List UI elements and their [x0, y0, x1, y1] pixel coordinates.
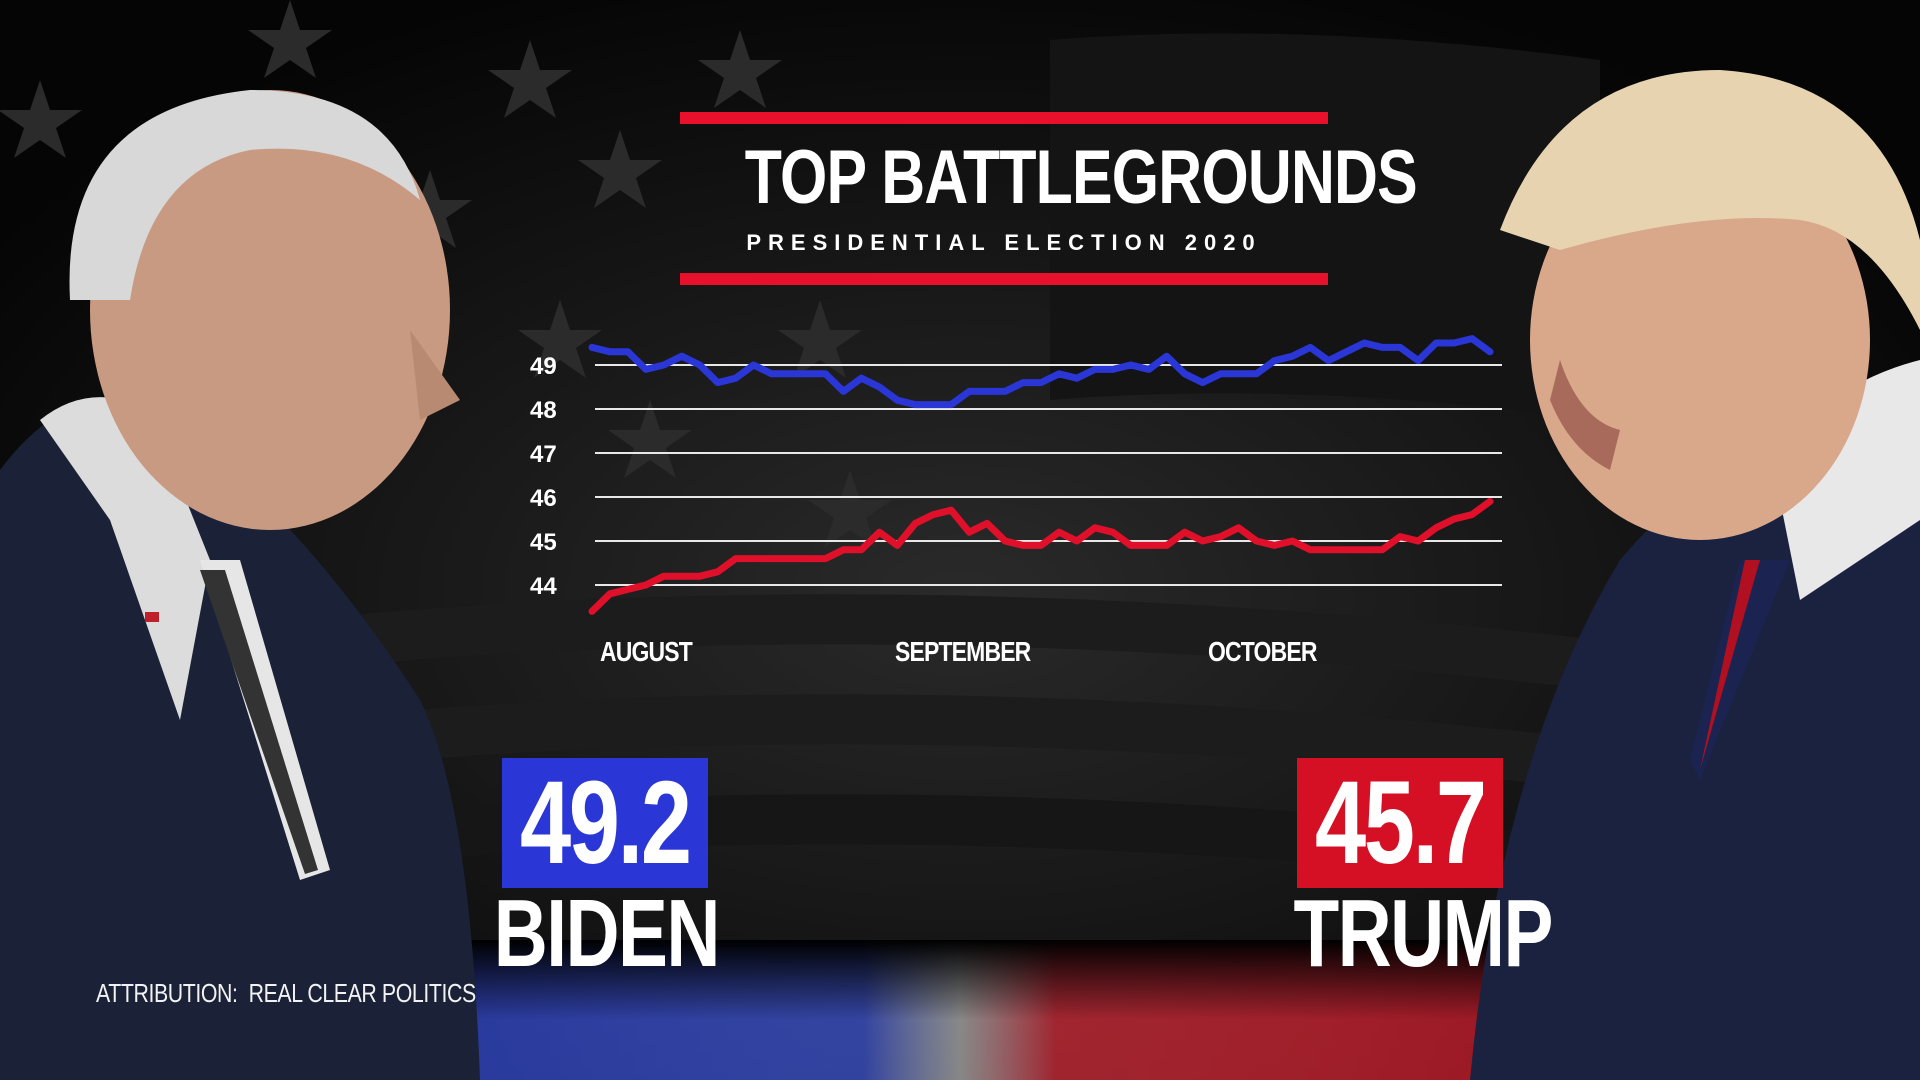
trump-score-box: 45.7 — [1297, 757, 1503, 889]
biden-name-label: BIDEN — [462, 884, 748, 984]
trump-name: TRUMP — [1293, 880, 1553, 987]
biden-score: 49.2 — [520, 757, 692, 889]
series-line-trump — [588, 497, 1494, 615]
x-tick-label: SEPTEMBER — [895, 637, 1031, 668]
biden-name: BIDEN — [493, 880, 721, 987]
attribution-label: ATTRIBUTION: — [96, 978, 238, 1008]
page-subtitle: PRESIDENTIAL ELECTION 2020 — [746, 230, 1262, 255]
trump-name-label: TRUMP — [1257, 884, 1553, 984]
page-title: TOP BATTLEGROUNDS — [744, 135, 1418, 220]
y-tick-label: 47 — [530, 441, 557, 468]
y-tick-label: 44 — [530, 573, 557, 600]
y-tick-label: 49 — [530, 353, 557, 380]
poll-line-chart: 49 48 47 46 45 44 AUGUST SEPTEMBER OCTOBER — [530, 335, 1502, 668]
x-tick-label: AUGUST — [600, 637, 693, 668]
attribution: ATTRIBUTION: REAL CLEAR POLITICS — [96, 978, 476, 1009]
title-top-rule — [680, 112, 1328, 124]
biden-figure — [0, 90, 480, 1080]
attribution-source: REAL CLEAR POLITICS — [248, 978, 477, 1008]
y-tick-label: 45 — [530, 529, 557, 556]
y-tick-label: 48 — [530, 397, 557, 424]
title-bottom-rule — [680, 273, 1328, 285]
trump-score: 45.7 — [1315, 757, 1487, 889]
y-tick-label: 46 — [530, 485, 557, 512]
series-line-biden — [588, 335, 1494, 409]
biden-score-box: 49.2 — [502, 757, 708, 889]
x-tick-label: OCTOBER — [1208, 637, 1317, 668]
trump-figure — [1470, 70, 1920, 1080]
